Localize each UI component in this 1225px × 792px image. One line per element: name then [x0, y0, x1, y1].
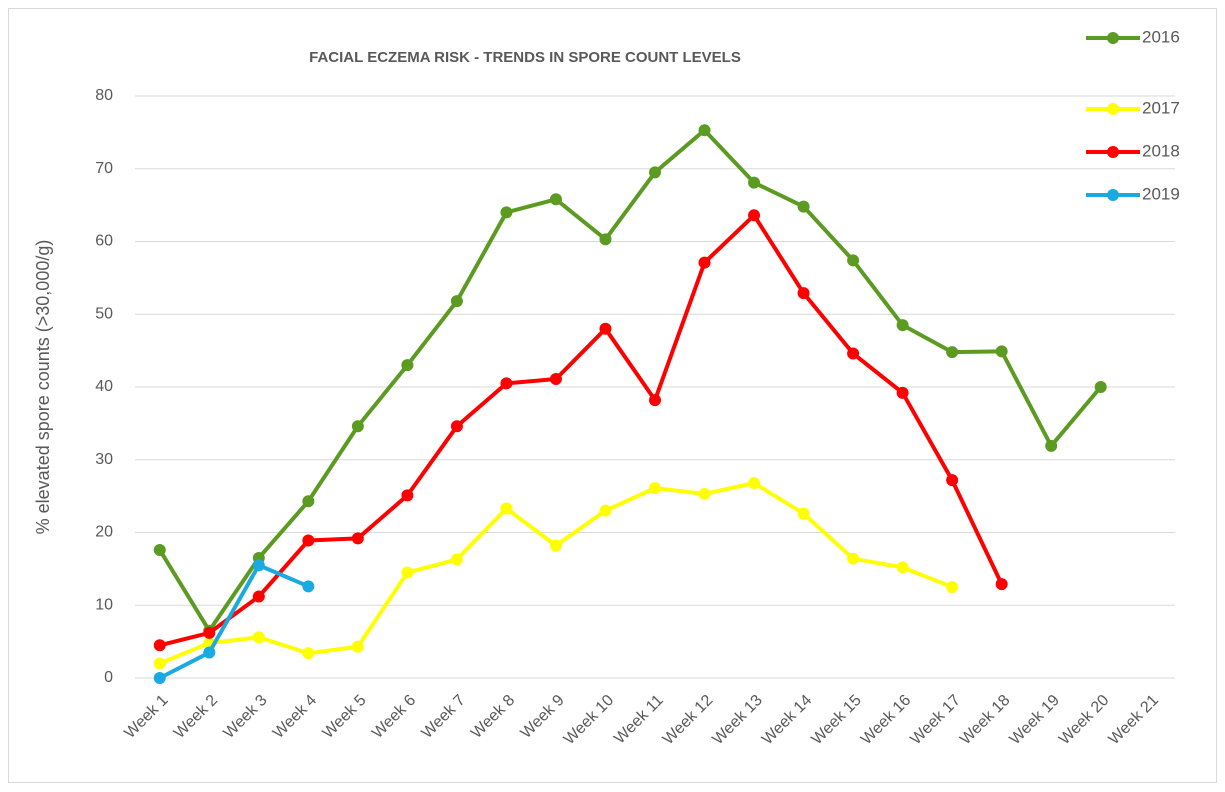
- y-tick-label: 40: [95, 378, 113, 395]
- data-point: [549, 539, 562, 552]
- data-point: [797, 200, 810, 213]
- data-point: [153, 672, 166, 684]
- data-point: [847, 552, 860, 565]
- data-point: [649, 394, 661, 407]
- y-tick-label: 10: [95, 596, 113, 613]
- legend-label: 2019: [1142, 184, 1180, 203]
- data-point: [649, 482, 661, 495]
- data-point: [302, 534, 315, 547]
- legend-label: 2018: [1142, 141, 1180, 160]
- data-point: [153, 657, 166, 670]
- data-point: [698, 256, 711, 269]
- data-point: [847, 347, 860, 360]
- y-axis-label: % elevated spore counts (>30,000/g): [33, 240, 53, 535]
- data-point: [995, 578, 1008, 591]
- data-point: [549, 372, 562, 385]
- data-point: [351, 640, 364, 653]
- chart-frame: [8, 8, 1217, 783]
- data-point: [500, 206, 513, 219]
- data-point: [450, 295, 463, 308]
- data-point: [401, 489, 414, 502]
- data-point: [450, 553, 463, 566]
- data-point: [351, 420, 364, 433]
- data-point: [401, 566, 414, 579]
- y-tick-label: 50: [95, 305, 113, 322]
- data-point: [252, 590, 265, 603]
- data-point: [896, 561, 909, 574]
- series-line: [158, 563, 310, 680]
- data-point: [748, 209, 761, 222]
- y-tick-label: 60: [95, 233, 113, 250]
- data-point: [450, 420, 463, 433]
- legend-marker: [1107, 103, 1119, 115]
- data-point: [797, 507, 810, 520]
- data-point: [896, 386, 909, 399]
- data-point: [302, 647, 315, 660]
- data-point: [599, 233, 612, 246]
- data-point: [649, 166, 661, 179]
- data-point: [748, 477, 761, 490]
- data-point: [351, 532, 364, 545]
- data-point: [153, 639, 166, 652]
- legend-marker: [1107, 32, 1119, 44]
- data-point: [698, 124, 711, 137]
- y-tick-label: 80: [95, 87, 113, 104]
- legend-label: 2017: [1142, 98, 1180, 117]
- data-point: [302, 580, 315, 593]
- data-point: [946, 346, 959, 359]
- chart-title: FACIAL ECZEMA RISK - TRENDS IN SPORE COU…: [309, 49, 741, 66]
- data-point: [302, 495, 315, 508]
- data-point: [203, 646, 216, 659]
- series-line: [159, 213, 1004, 648]
- y-tick-label: 20: [95, 524, 113, 541]
- series-line: [158, 128, 1103, 633]
- data-point: [203, 626, 216, 639]
- data-point: [847, 254, 860, 267]
- data-point: [599, 322, 612, 335]
- data-point: [946, 474, 959, 487]
- data-point: [698, 487, 711, 500]
- data-point: [995, 345, 1008, 358]
- data-point: [401, 359, 414, 372]
- data-point: [946, 581, 959, 594]
- data-point: [1094, 381, 1107, 393]
- data-point: [599, 504, 612, 517]
- data-point: [549, 193, 562, 206]
- y-tick-label: 70: [95, 160, 113, 177]
- data-point: [797, 287, 810, 300]
- legend-marker: [1107, 189, 1119, 201]
- data-point: [153, 543, 166, 556]
- legend-marker: [1107, 146, 1119, 158]
- data-point: [500, 502, 513, 515]
- y-tick-label: 30: [95, 451, 113, 468]
- data-point: [252, 559, 265, 572]
- data-point: [748, 176, 761, 189]
- data-point: [500, 377, 513, 390]
- y-tick-label: 0: [104, 669, 113, 686]
- data-point: [896, 319, 909, 332]
- data-point: [252, 631, 265, 644]
- legend-label: 2016: [1142, 27, 1180, 46]
- data-point: [1045, 439, 1058, 452]
